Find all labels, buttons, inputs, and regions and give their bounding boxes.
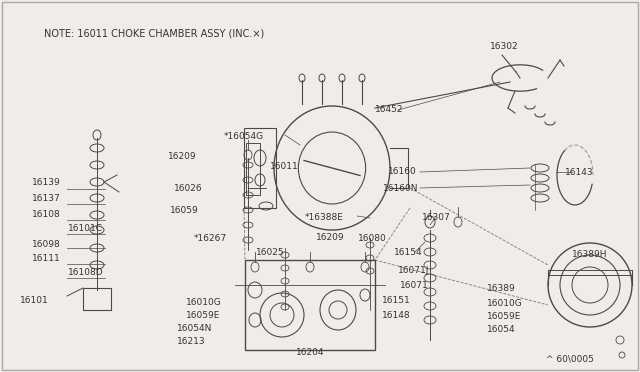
Text: 16059: 16059 xyxy=(170,206,199,215)
Text: 16160: 16160 xyxy=(388,167,417,176)
Text: 16080: 16080 xyxy=(358,234,387,243)
Text: 16389: 16389 xyxy=(487,284,516,293)
Text: 16010G: 16010G xyxy=(186,298,221,307)
Text: 16139: 16139 xyxy=(32,178,61,187)
Bar xyxy=(245,260,375,350)
Text: 16151: 16151 xyxy=(382,296,411,305)
Text: 16101C: 16101C xyxy=(68,224,103,233)
Bar xyxy=(548,270,632,275)
Bar xyxy=(244,128,276,208)
Text: 16054N: 16054N xyxy=(177,324,212,333)
Text: *16388E: *16388E xyxy=(305,213,344,222)
Text: 16389H: 16389H xyxy=(572,250,607,259)
Text: 16143: 16143 xyxy=(565,168,594,177)
Text: 16010G: 16010G xyxy=(487,299,523,308)
Text: 16209: 16209 xyxy=(316,233,344,242)
Text: 16011: 16011 xyxy=(270,162,299,171)
Text: ^ 60\0005: ^ 60\0005 xyxy=(546,355,594,364)
Text: 16098: 16098 xyxy=(32,240,61,249)
Text: 16209: 16209 xyxy=(168,152,196,161)
Text: 16160N: 16160N xyxy=(383,184,419,193)
Text: 16108D: 16108D xyxy=(68,268,104,277)
Text: 16452: 16452 xyxy=(375,105,403,114)
Text: 16302: 16302 xyxy=(490,42,518,51)
Text: 16111: 16111 xyxy=(32,254,61,263)
Text: NOTE: 16011 CHOKE CHAMBER ASSY (INC.×): NOTE: 16011 CHOKE CHAMBER ASSY (INC.×) xyxy=(44,28,264,38)
Bar xyxy=(83,288,111,310)
Text: 16054: 16054 xyxy=(487,325,516,334)
Text: 16101: 16101 xyxy=(20,296,49,305)
Text: 16154: 16154 xyxy=(394,248,422,257)
Text: 16108: 16108 xyxy=(32,210,61,219)
Text: 16071: 16071 xyxy=(400,281,429,290)
Text: 16213: 16213 xyxy=(177,337,205,346)
Text: 16137: 16137 xyxy=(32,194,61,203)
Text: 16059E: 16059E xyxy=(186,311,220,320)
Text: 16204: 16204 xyxy=(296,348,324,357)
Text: *16054G: *16054G xyxy=(224,132,264,141)
Bar xyxy=(246,143,260,195)
Text: 16025: 16025 xyxy=(256,248,285,257)
Text: 16071J: 16071J xyxy=(398,266,429,275)
Text: 16059E: 16059E xyxy=(487,312,522,321)
Text: 16148: 16148 xyxy=(382,311,411,320)
Text: *16267: *16267 xyxy=(194,234,227,243)
Text: 16307: 16307 xyxy=(422,213,451,222)
Text: 16026: 16026 xyxy=(174,184,203,193)
